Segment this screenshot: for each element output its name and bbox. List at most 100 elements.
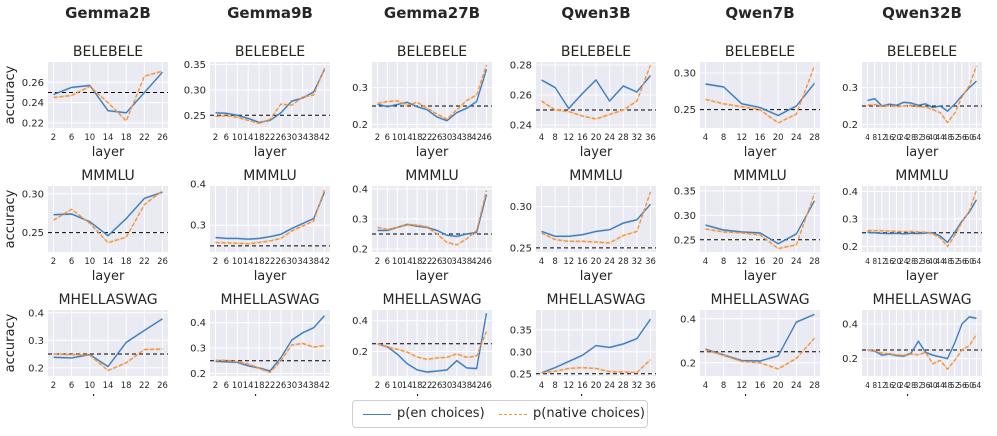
x-tick-label: 6 [69,257,74,267]
x-tick-label: 18 [254,381,265,391]
x-axis-label: layer [416,145,449,160]
x-tick-label: 64 [972,381,982,390]
x-tick-label: 10 [392,257,403,267]
x-tick-label: 26 [432,257,443,267]
x-tick-label: 16 [755,257,766,267]
x-tick-label: 22 [422,257,433,267]
x-tick-label: 44 [935,381,945,390]
panel-title: MMMLU [733,168,787,184]
panel-title: MHELLASWAG [872,292,971,308]
x-tick-label: 14 [103,257,114,267]
series-line-native [705,337,816,370]
y-tick-label: 0.26 [22,78,44,89]
x-tick-label: 26 [157,257,168,267]
x-tick-label: 36 [921,133,931,142]
y-tick-label: 0.30 [184,85,206,96]
x-tick-label: 18 [121,381,132,391]
x-tick-label: 42 [319,381,330,391]
chart-grid: Gemma2B Gemma9B Gemma27B Qwen3B Qwen7B Qwen32… [3,4,982,408]
ci-band-en [705,313,815,363]
x-tick-label: 4 [539,381,544,391]
x-tick-label: 18 [254,257,265,267]
x-tick-label: 12 [877,381,887,390]
x-tick-label: 8 [721,257,726,267]
x-tick-label: 20 [773,133,784,143]
x-tick-label: 20 [591,133,602,143]
x-tick-label: 14 [402,133,413,143]
x-tick-label: 26 [432,133,443,143]
y-tick-label: 0.24 [510,121,532,132]
series-line-native [705,193,816,250]
y-tick-label: 0.25 [184,111,206,122]
ci-band-en [541,203,651,238]
x-tick-label: 20 [773,257,784,267]
x-tick-label: 12 [736,381,747,391]
y-tick-label: 0.3 [352,83,368,94]
x-tick-label: 8 [721,381,726,391]
legend-label-native: p(native choices) [533,406,646,421]
x-tick-label: 28 [809,381,820,391]
series-line-native [541,359,651,374]
series-line-native [53,70,163,123]
x-tick-label: 36 [645,133,656,143]
y-tick-label: 0.2 [842,354,858,365]
panel-title: MMMLU [569,168,623,184]
panel-gemma27b-mhellaswag: MHELLASWAG0.20.42610141822263034384246la… [352,292,492,408]
panel-title: MMMLU [895,168,949,184]
x-tick-label: 12 [877,257,887,266]
panel-title: BELEBELE [73,44,143,60]
series-line-native [215,189,326,245]
x-tick-label: 20 [591,257,602,267]
x-tick-label: 2 [213,381,218,391]
x-tick-label: 36 [645,257,656,267]
x-tick-label: 52 [950,257,960,266]
x-tick-label: 2 [375,257,380,267]
series-line-native [541,64,652,120]
x-tick-label: 18 [412,381,423,391]
x-axis-label: layer [906,393,939,396]
x-tick-label: 32 [631,381,642,391]
model-header-qwen32b: Qwen32B [882,4,962,22]
x-tick-label: 14 [402,381,413,391]
x-tick-label: 10 [84,381,95,391]
y-tick-label: 0.22 [22,118,44,129]
x-tick-label: 16 [755,381,766,391]
x-tick-label: 14 [402,257,413,267]
series-line-native [705,65,816,124]
x-tick-label: 38 [308,257,319,267]
x-tick-label: 16 [884,257,894,266]
x-tick-label: 36 [921,257,931,266]
x-tick-label: 24 [899,133,909,142]
x-tick-label: 8 [721,133,726,143]
x-tick-label: 4 [539,133,544,143]
y-tick-label: 0.30 [510,202,532,213]
x-tick-label: 2 [375,133,380,143]
x-tick-label: 16 [577,257,588,267]
x-tick-label: 4 [703,257,708,267]
y-tick-label: 0.25 [674,235,696,246]
x-tick-label: 28 [618,257,629,267]
x-tick-label: 26 [275,257,286,267]
x-tick-label: 2 [51,381,56,391]
y-tick-label: 0.3 [28,336,44,347]
x-tick-label: 28 [809,257,820,267]
x-tick-label: 34 [451,133,462,143]
x-tick-label: 24 [604,381,615,391]
x-axis-label: layer [92,145,125,160]
x-tick-label: 12 [736,257,747,267]
x-tick-label: 6 [224,257,229,267]
series-line-en [541,318,652,374]
y-tick-label: 0.4 [842,187,858,198]
y-tick-label: 0.4 [680,314,696,325]
x-tick-label: 52 [950,133,960,142]
panel-title: BELEBELE [397,44,467,60]
series-line-en [705,200,816,245]
x-tick-label: 10 [232,257,243,267]
y-axis-label: accuracy [3,65,18,124]
ci-band-native [53,70,163,123]
x-tick-label: 10 [232,381,243,391]
y-tick-label: 0.3 [842,83,858,94]
x-tick-label: 22 [265,257,276,267]
x-tick-label: 14 [243,257,254,267]
